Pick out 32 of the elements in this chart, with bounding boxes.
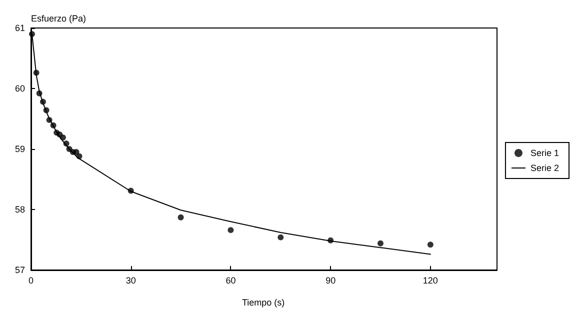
point <box>378 240 384 246</box>
point <box>73 149 80 156</box>
x-tick-label: 30 <box>126 276 136 286</box>
x-tick-label: 0 <box>28 276 34 286</box>
point <box>228 227 234 234</box>
x-tick-label: 60 <box>226 276 236 286</box>
point <box>36 90 42 96</box>
point <box>128 188 134 194</box>
point <box>40 98 46 105</box>
y-tick-label: 58 <box>14 204 25 214</box>
point <box>29 31 35 38</box>
x-tick-label: 90 <box>326 276 336 286</box>
point <box>43 107 50 114</box>
x-axis-title: Tiempo (s) <box>242 298 285 308</box>
legend-label: Serie 1 <box>530 148 560 158</box>
point <box>278 234 284 240</box>
point <box>46 116 52 123</box>
point <box>33 70 40 76</box>
point <box>50 122 56 128</box>
point <box>328 237 334 244</box>
point <box>427 242 434 248</box>
point <box>76 153 82 160</box>
point <box>63 140 70 147</box>
y-tick-label: 60 <box>14 84 25 94</box>
y-tick-label: 59 <box>14 144 25 154</box>
point <box>178 214 184 220</box>
point <box>60 134 66 141</box>
y-tick-label: 61 <box>14 23 25 33</box>
y-tick-label: 57 <box>14 265 25 275</box>
y-axis-title: Esfuerzo (Pa) <box>31 14 86 24</box>
legend-label: Serie 2 <box>530 163 560 173</box>
x-tick-label: 120 <box>422 276 438 286</box>
